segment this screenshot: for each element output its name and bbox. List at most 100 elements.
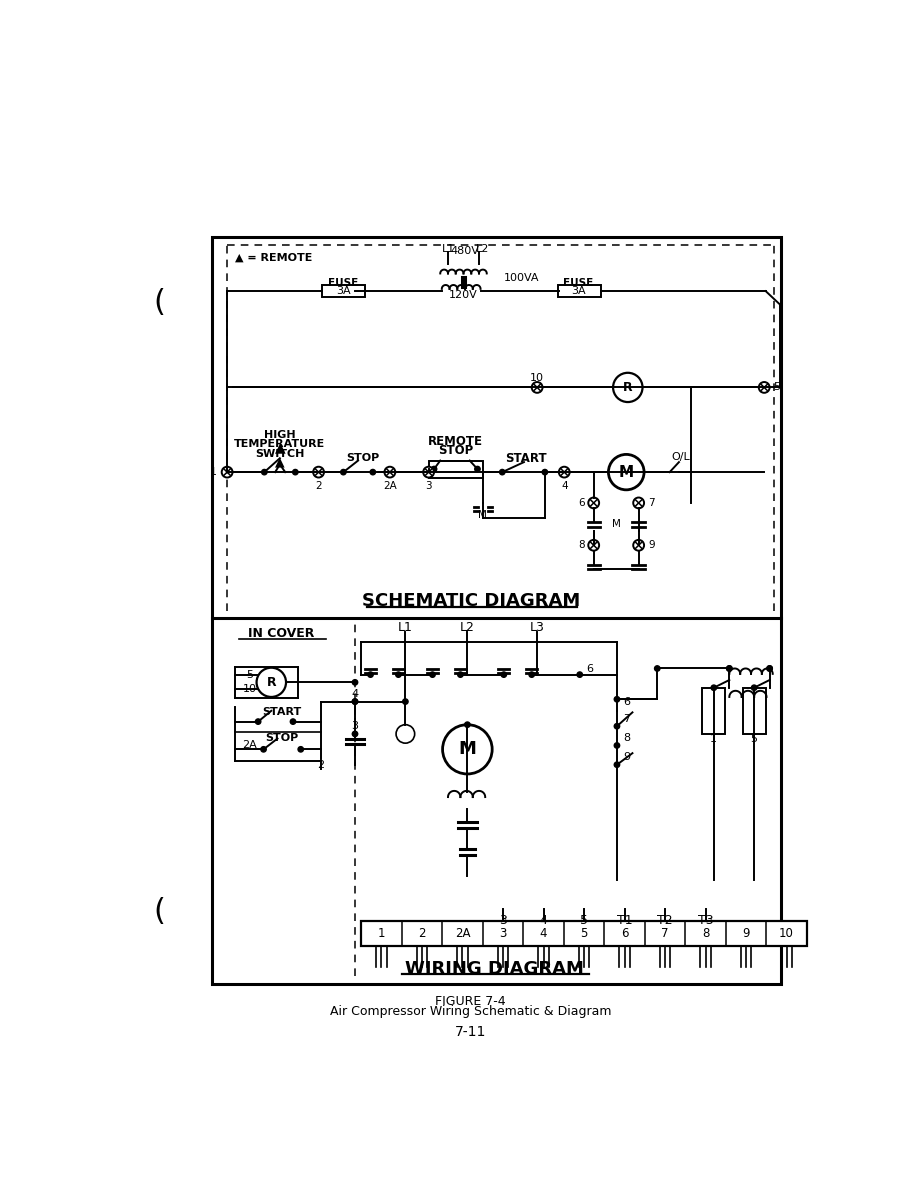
Circle shape [255,719,261,725]
Text: 5: 5 [246,670,253,681]
Text: 4: 4 [540,927,547,940]
Text: O/L: O/L [671,453,689,462]
Circle shape [614,696,620,702]
Text: T1: T1 [617,914,633,927]
Text: 10: 10 [530,373,544,384]
Circle shape [353,699,358,704]
Text: 7-11: 7-11 [454,1025,487,1040]
Circle shape [256,668,286,697]
Text: 1: 1 [210,467,217,478]
Text: FUSE: FUSE [329,278,359,289]
Circle shape [711,685,717,690]
Circle shape [290,719,296,725]
Text: 6: 6 [577,498,585,508]
Text: M: M [619,465,633,480]
Circle shape [727,665,732,671]
Text: STOP: STOP [265,733,298,742]
Text: IN COVER: IN COVER [248,627,315,640]
Circle shape [385,467,396,478]
Circle shape [543,469,548,475]
Text: ▲ = REMOTE: ▲ = REMOTE [235,253,312,263]
Circle shape [293,469,298,475]
Text: L1: L1 [397,621,413,634]
Text: 2: 2 [315,481,322,492]
Bar [361,921,807,946]
Text: 4: 4 [352,689,359,699]
Circle shape [727,665,732,671]
Text: 2A: 2A [241,740,256,750]
Circle shape [588,498,599,508]
Circle shape [313,467,324,478]
Circle shape [559,467,570,478]
Text: 3A: 3A [336,286,351,296]
Circle shape [577,672,582,677]
Circle shape [423,467,434,478]
Text: SWITCH: SWITCH [255,449,305,459]
Text: 6: 6 [621,927,628,940]
Circle shape [370,469,375,475]
Circle shape [499,469,505,475]
Text: 5: 5 [751,734,757,745]
Circle shape [767,665,772,671]
Bar [702,688,725,734]
Text: (: ( [153,289,165,317]
Circle shape [613,373,643,402]
Circle shape [353,732,358,737]
Text: 8: 8 [577,541,585,550]
Circle shape [368,672,374,677]
Text: M: M [611,519,621,530]
Circle shape [465,722,470,727]
Text: HIGH: HIGH [264,430,296,441]
Circle shape [752,685,756,690]
Text: R: R [623,381,633,394]
Text: (: ( [153,897,165,925]
Text: 9: 9 [623,752,631,762]
Text: STOP: STOP [346,454,379,463]
Text: WIRING DIAGRAM: WIRING DIAGRAM [405,960,584,978]
Text: L2: L2 [460,621,475,634]
Circle shape [341,469,346,475]
Text: 480V: 480V [451,246,479,257]
Circle shape [261,746,266,752]
Circle shape [614,762,620,767]
Text: 5: 5 [580,927,588,940]
Circle shape [262,469,267,475]
Bar [558,285,600,297]
Text: 3: 3 [499,927,507,940]
Text: 8: 8 [702,927,710,940]
Text: 6: 6 [623,696,630,707]
Text: START: START [263,707,302,718]
Text: 2A: 2A [383,481,397,492]
Circle shape [532,383,543,393]
Circle shape [442,725,492,773]
Circle shape [353,680,358,685]
Text: FIGURE 7-4: FIGURE 7-4 [435,994,506,1007]
Text: 10: 10 [242,684,257,694]
Circle shape [298,746,304,752]
Bar [743,688,766,734]
Circle shape [655,665,660,671]
Text: L1: L1 [442,244,454,254]
Text: REMOTE: REMOTE [429,435,483,448]
Circle shape [353,699,358,704]
Text: ▲: ▲ [274,441,285,455]
Circle shape [431,467,437,472]
Circle shape [633,539,644,551]
Text: 6: 6 [586,664,593,675]
Text: 120V: 120V [449,290,478,301]
Text: R: R [266,676,276,689]
Circle shape [458,672,463,677]
Text: M: M [478,510,487,520]
Text: 8: 8 [623,733,631,742]
Text: 7: 7 [661,927,669,940]
Circle shape [396,672,401,677]
Bar [322,285,365,297]
Circle shape [609,454,644,489]
Text: 10: 10 [779,927,794,940]
Text: ▲: ▲ [275,456,285,468]
Text: Air Compressor Wiring Schematic & Diagram: Air Compressor Wiring Schematic & Diagra… [330,1005,611,1018]
Text: L2: L2 [476,244,488,254]
Text: START: START [505,451,546,465]
Bar [429,461,483,478]
Text: 2A: 2A [454,927,470,940]
